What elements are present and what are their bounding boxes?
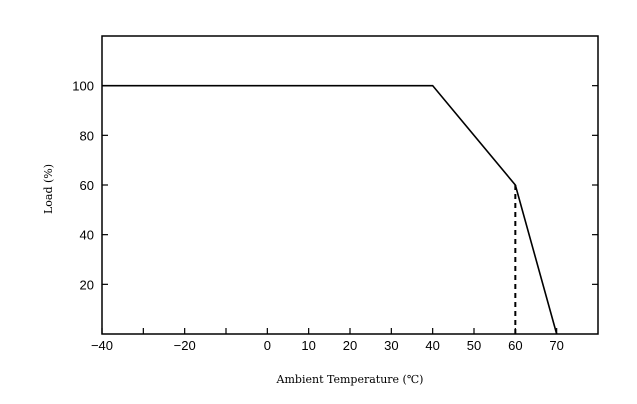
plot-frame <box>101 35 599 335</box>
x-tick-label: 0 <box>264 338 271 353</box>
series-line <box>102 84 558 335</box>
y-axis-label: Load (%) <box>42 164 55 214</box>
x-tick-label: 70 <box>549 338 563 353</box>
x-tick-label: −20 <box>174 338 196 353</box>
y-tick-label: 100 <box>72 79 94 94</box>
y-tick-label: 60 <box>80 178 94 193</box>
y-axis-ticks: 20 40 60 80 100 <box>72 79 598 292</box>
x-tick-label: 50 <box>467 338 481 353</box>
x-axis-label: Ambient Temperature (℃) <box>276 373 424 386</box>
x-tick-label: 40 <box>425 338 439 353</box>
x-tick-label: 20 <box>343 338 357 353</box>
x-tick-label: 60 <box>508 338 522 353</box>
y-tick-label: 80 <box>80 128 94 143</box>
series-lines <box>102 84 558 335</box>
x-tick-label: −40 <box>91 338 113 353</box>
x-tick-label: 10 <box>301 338 315 353</box>
y-tick-label: 20 <box>80 277 94 292</box>
x-axis-ticks: −40 −20 0 10 20 30 40 50 60 70 <box>91 328 564 353</box>
x-tick-label: 30 <box>384 338 398 353</box>
y-tick-label: 40 <box>80 228 94 243</box>
